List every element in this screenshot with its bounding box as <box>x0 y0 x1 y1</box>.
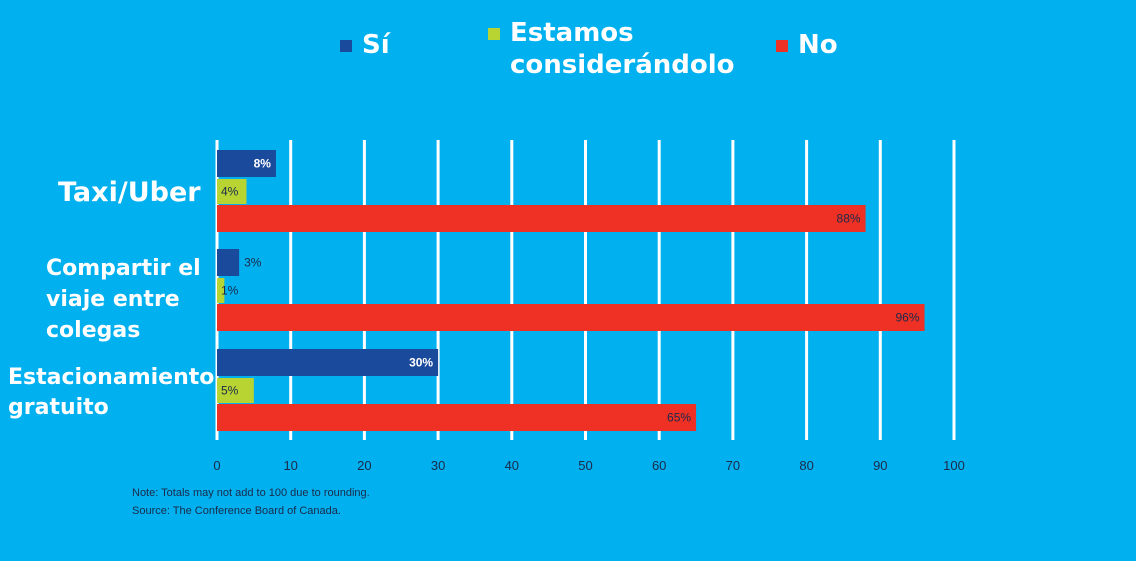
bar-label-s0-c1: 3% <box>244 256 262 270</box>
category-label-free-parking: Estacionamiento gratuito <box>8 365 215 420</box>
x-tick-label-0: 0 <box>213 458 220 473</box>
legend-item-considering: Estamos considerándolo <box>488 17 735 81</box>
bar-labels: 8% 4% 88% 3% 1% 96% 30% 5% 65% <box>221 157 920 425</box>
bar-s1-c0 <box>217 179 247 204</box>
bar-label-s1-c2: 5% <box>221 384 239 398</box>
bar-s0-c1 <box>217 249 240 276</box>
x-tick-label-90: 90 <box>873 458 887 473</box>
bar-s0-c0 <box>217 150 276 177</box>
legend-item-si: Sí <box>340 29 390 61</box>
x-tick-label-40: 40 <box>505 458 519 473</box>
source-text: Source: The Conference Board of Canada. <box>132 505 341 517</box>
x-tick-label-30: 30 <box>431 458 445 473</box>
x-tick-label-20: 20 <box>357 458 371 473</box>
bar-label-s0-c0: 8% <box>254 157 272 171</box>
x-tick-label-100: 100 <box>943 458 965 473</box>
legend-label-si: Sí <box>362 30 390 60</box>
bar-s0-c2 <box>217 349 439 376</box>
note-text: Note: Totals may not add to 100 due to r… <box>132 487 370 499</box>
gridlines <box>215 140 956 440</box>
bar-label-s0-c2: 30% <box>409 356 433 370</box>
x-tick-labels: 0 10 20 30 40 50 60 70 80 90 100 <box>213 458 964 473</box>
category-label-taxi-uber: Taxi/Uber <box>58 177 201 208</box>
bar-label-s2-c2: 65% <box>667 411 691 425</box>
legend-label-no: No <box>798 30 838 60</box>
x-tick-label-70: 70 <box>726 458 740 473</box>
legend-item-no: No <box>776 29 838 61</box>
bar-label-s1-c0: 4% <box>221 185 239 199</box>
legend-swatch-considering <box>488 28 500 40</box>
category-label-carpool: Compartir el viaje entre colegas <box>46 256 201 343</box>
legend-label-considering: Estamos considerándolo <box>510 18 735 80</box>
bar-s1-c1 <box>217 278 225 303</box>
bar-label-s2-c1: 96% <box>895 311 919 325</box>
bar-label-s2-c0: 88% <box>837 212 861 226</box>
x-tick-label-80: 80 <box>799 458 813 473</box>
x-tick-label-10: 10 <box>283 458 297 473</box>
bar-s2-c2 <box>217 404 697 431</box>
bar-s2-c0 <box>217 205 866 232</box>
bar-s1-c2 <box>217 378 254 403</box>
legend-swatch-no <box>776 40 788 52</box>
x-tick-label-50: 50 <box>578 458 592 473</box>
bars <box>217 150 925 431</box>
x-tick-label-60: 60 <box>652 458 666 473</box>
bar-label-s1-c1: 1% <box>221 284 239 298</box>
bar-s2-c1 <box>217 304 925 331</box>
legend-swatch-si <box>340 40 352 52</box>
